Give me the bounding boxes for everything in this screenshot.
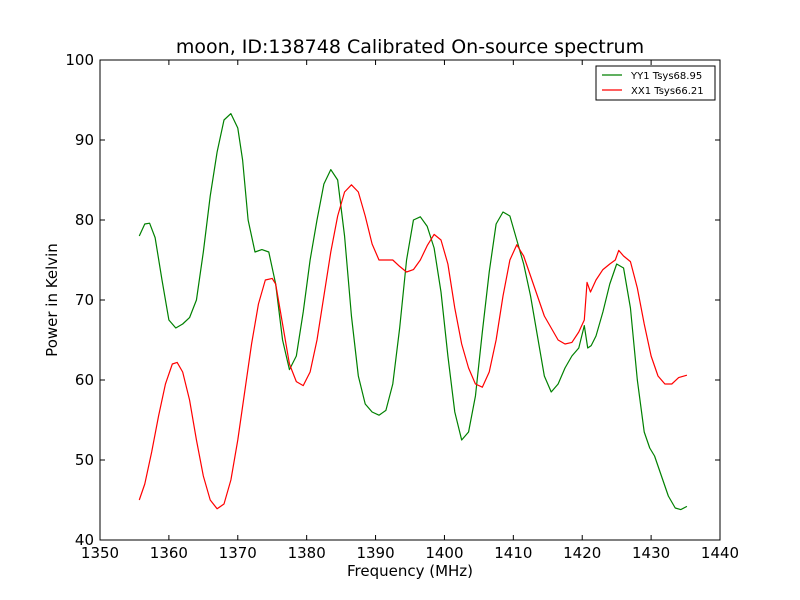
legend-box <box>595 65 716 101</box>
x-tick-label: 1420 <box>563 544 601 562</box>
x-tick-label: 1430 <box>632 544 670 562</box>
y-tick-label: 70 <box>75 291 94 309</box>
x-tick-label: 1390 <box>356 544 394 562</box>
legend-label-1: YY1 Tsys68.95 <box>630 71 702 82</box>
series-line-2 <box>138 184 688 510</box>
axis-ticks: 1350 1360 1370 1380 1390 1400 1410 1420 1430 1440… <box>65 51 739 562</box>
legend-label-2: XX1 Tsys66.21 <box>631 86 704 97</box>
series-line-1 <box>138 112 688 511</box>
chart-title: moon, ID:138748 Calibrated On-source spe… <box>176 36 644 58</box>
x-axis-label: Frequency (MHz) <box>347 562 473 580</box>
x-tick-label: 1360 <box>150 544 188 562</box>
y-tick-label: 50 <box>75 451 94 469</box>
legend: YY1 Tsys68.95 XX1 Tsys66.21 <box>595 65 716 101</box>
y-tick-label: 40 <box>75 531 94 549</box>
y-tick-label: 80 <box>75 211 94 229</box>
x-tick-label: 1400 <box>425 544 463 562</box>
x-tick-label: 1380 <box>288 544 326 562</box>
y-tick-label: 60 <box>75 371 94 389</box>
y-tick-label: 90 <box>75 131 94 149</box>
y-tick-label: 100 <box>65 51 94 69</box>
x-tick-label: 1410 <box>494 544 532 562</box>
x-tick-label: 1440 <box>701 544 739 562</box>
y-axis-label: Power in Kelvin <box>43 243 61 357</box>
x-tick-label: 1350 <box>81 544 119 562</box>
x-tick-label: 1370 <box>219 544 257 562</box>
